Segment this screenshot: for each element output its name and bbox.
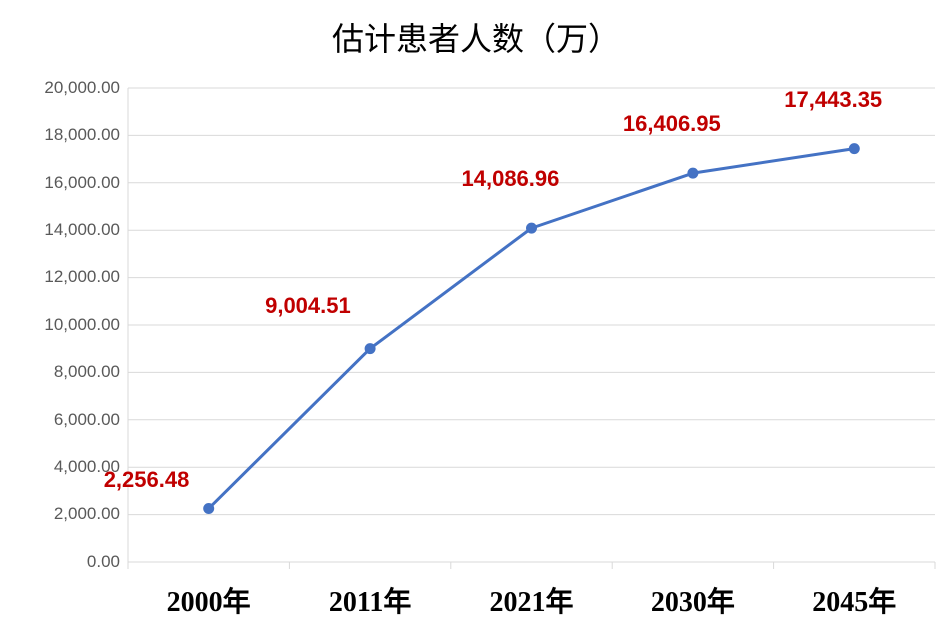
y-tick-label: 6,000.00 (54, 410, 120, 430)
data-label: 17,443.35 (784, 87, 882, 113)
y-tick-label: 0.00 (87, 552, 120, 572)
y-tick-label: 18,000.00 (44, 125, 120, 145)
data-label: 14,086.96 (462, 166, 560, 192)
y-tick-label: 2,000.00 (54, 504, 120, 524)
y-tick-label: 16,000.00 (44, 173, 120, 193)
y-tick-label: 10,000.00 (44, 315, 120, 335)
x-tick-label: 2011年 (320, 580, 420, 620)
chart-container: 估计患者人数（万） 0.002,000.004,000.006,000.008,… (0, 0, 952, 639)
data-label: 2,256.48 (104, 467, 190, 493)
data-label: 16,406.95 (623, 111, 721, 137)
x-tick-label: 2000年 (159, 580, 259, 620)
y-tick-label: 12,000.00 (44, 267, 120, 287)
x-tick-label: 2021年 (482, 580, 582, 620)
y-tick-label: 8,000.00 (54, 362, 120, 382)
y-tick-label: 14,000.00 (44, 220, 120, 240)
x-tick-label: 2045年 (804, 580, 904, 620)
y-tick-label: 20,000.00 (44, 78, 120, 98)
x-tick-label: 2030年 (643, 580, 743, 620)
data-label: 9,004.51 (265, 293, 351, 319)
